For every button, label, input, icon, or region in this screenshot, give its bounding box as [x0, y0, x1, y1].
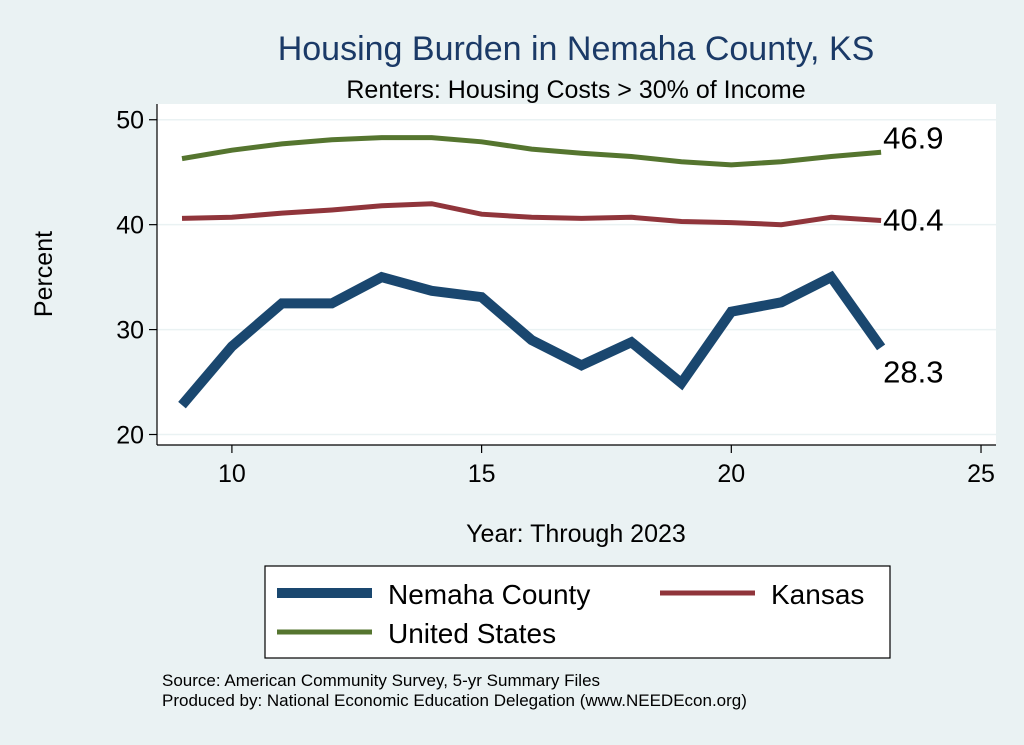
legend-box	[264, 565, 891, 659]
end-label-united-states: 46.9	[883, 120, 943, 155]
end-label-kansas: 40.4	[883, 202, 943, 237]
x-tick-label: 25	[967, 460, 995, 488]
x-tick-label: 10	[218, 460, 246, 488]
gridlines	[157, 118, 996, 436]
series-layer	[178, 135, 886, 409]
y-axis-title: Percent	[30, 231, 58, 317]
y-axis-ticks: 20 30 40 50	[116, 107, 157, 450]
y-tick-label: 40	[116, 212, 144, 240]
end-label-nemaha-county: 28.3	[883, 354, 943, 389]
y-tick-label: 20	[116, 422, 144, 450]
y-tick-label: 30	[116, 317, 144, 345]
y-tick-label: 50	[116, 107, 144, 135]
legend-label-nemaha: Nemaha County	[388, 579, 590, 610]
x-tick-label: 20	[717, 460, 745, 488]
end-labels: 46.9 40.4 28.3	[883, 120, 943, 389]
x-tick-label: 15	[468, 460, 496, 488]
series-line-kansas	[181, 201, 882, 228]
legend: Nemaha County Kansas United States	[264, 565, 891, 659]
producer-note: Produced by: National Economic Education…	[162, 691, 747, 710]
x-axis-title: Year: Through 2023	[466, 520, 686, 548]
legend-label-kansas: Kansas	[771, 579, 864, 610]
series-line-nemaha-county	[178, 270, 886, 409]
x-axis-ticks: 10 15 20 25	[218, 445, 995, 488]
chart-subtitle: Renters: Housing Costs > 30% of Income	[346, 76, 805, 104]
series-line-united-states	[181, 135, 882, 168]
plot-area	[157, 104, 996, 445]
legend-label-united-states: United States	[388, 618, 556, 649]
source-note: Source: American Community Survey, 5-yr …	[162, 671, 600, 690]
chart-title: Housing Burden in Nemaha County, KS	[278, 30, 875, 68]
